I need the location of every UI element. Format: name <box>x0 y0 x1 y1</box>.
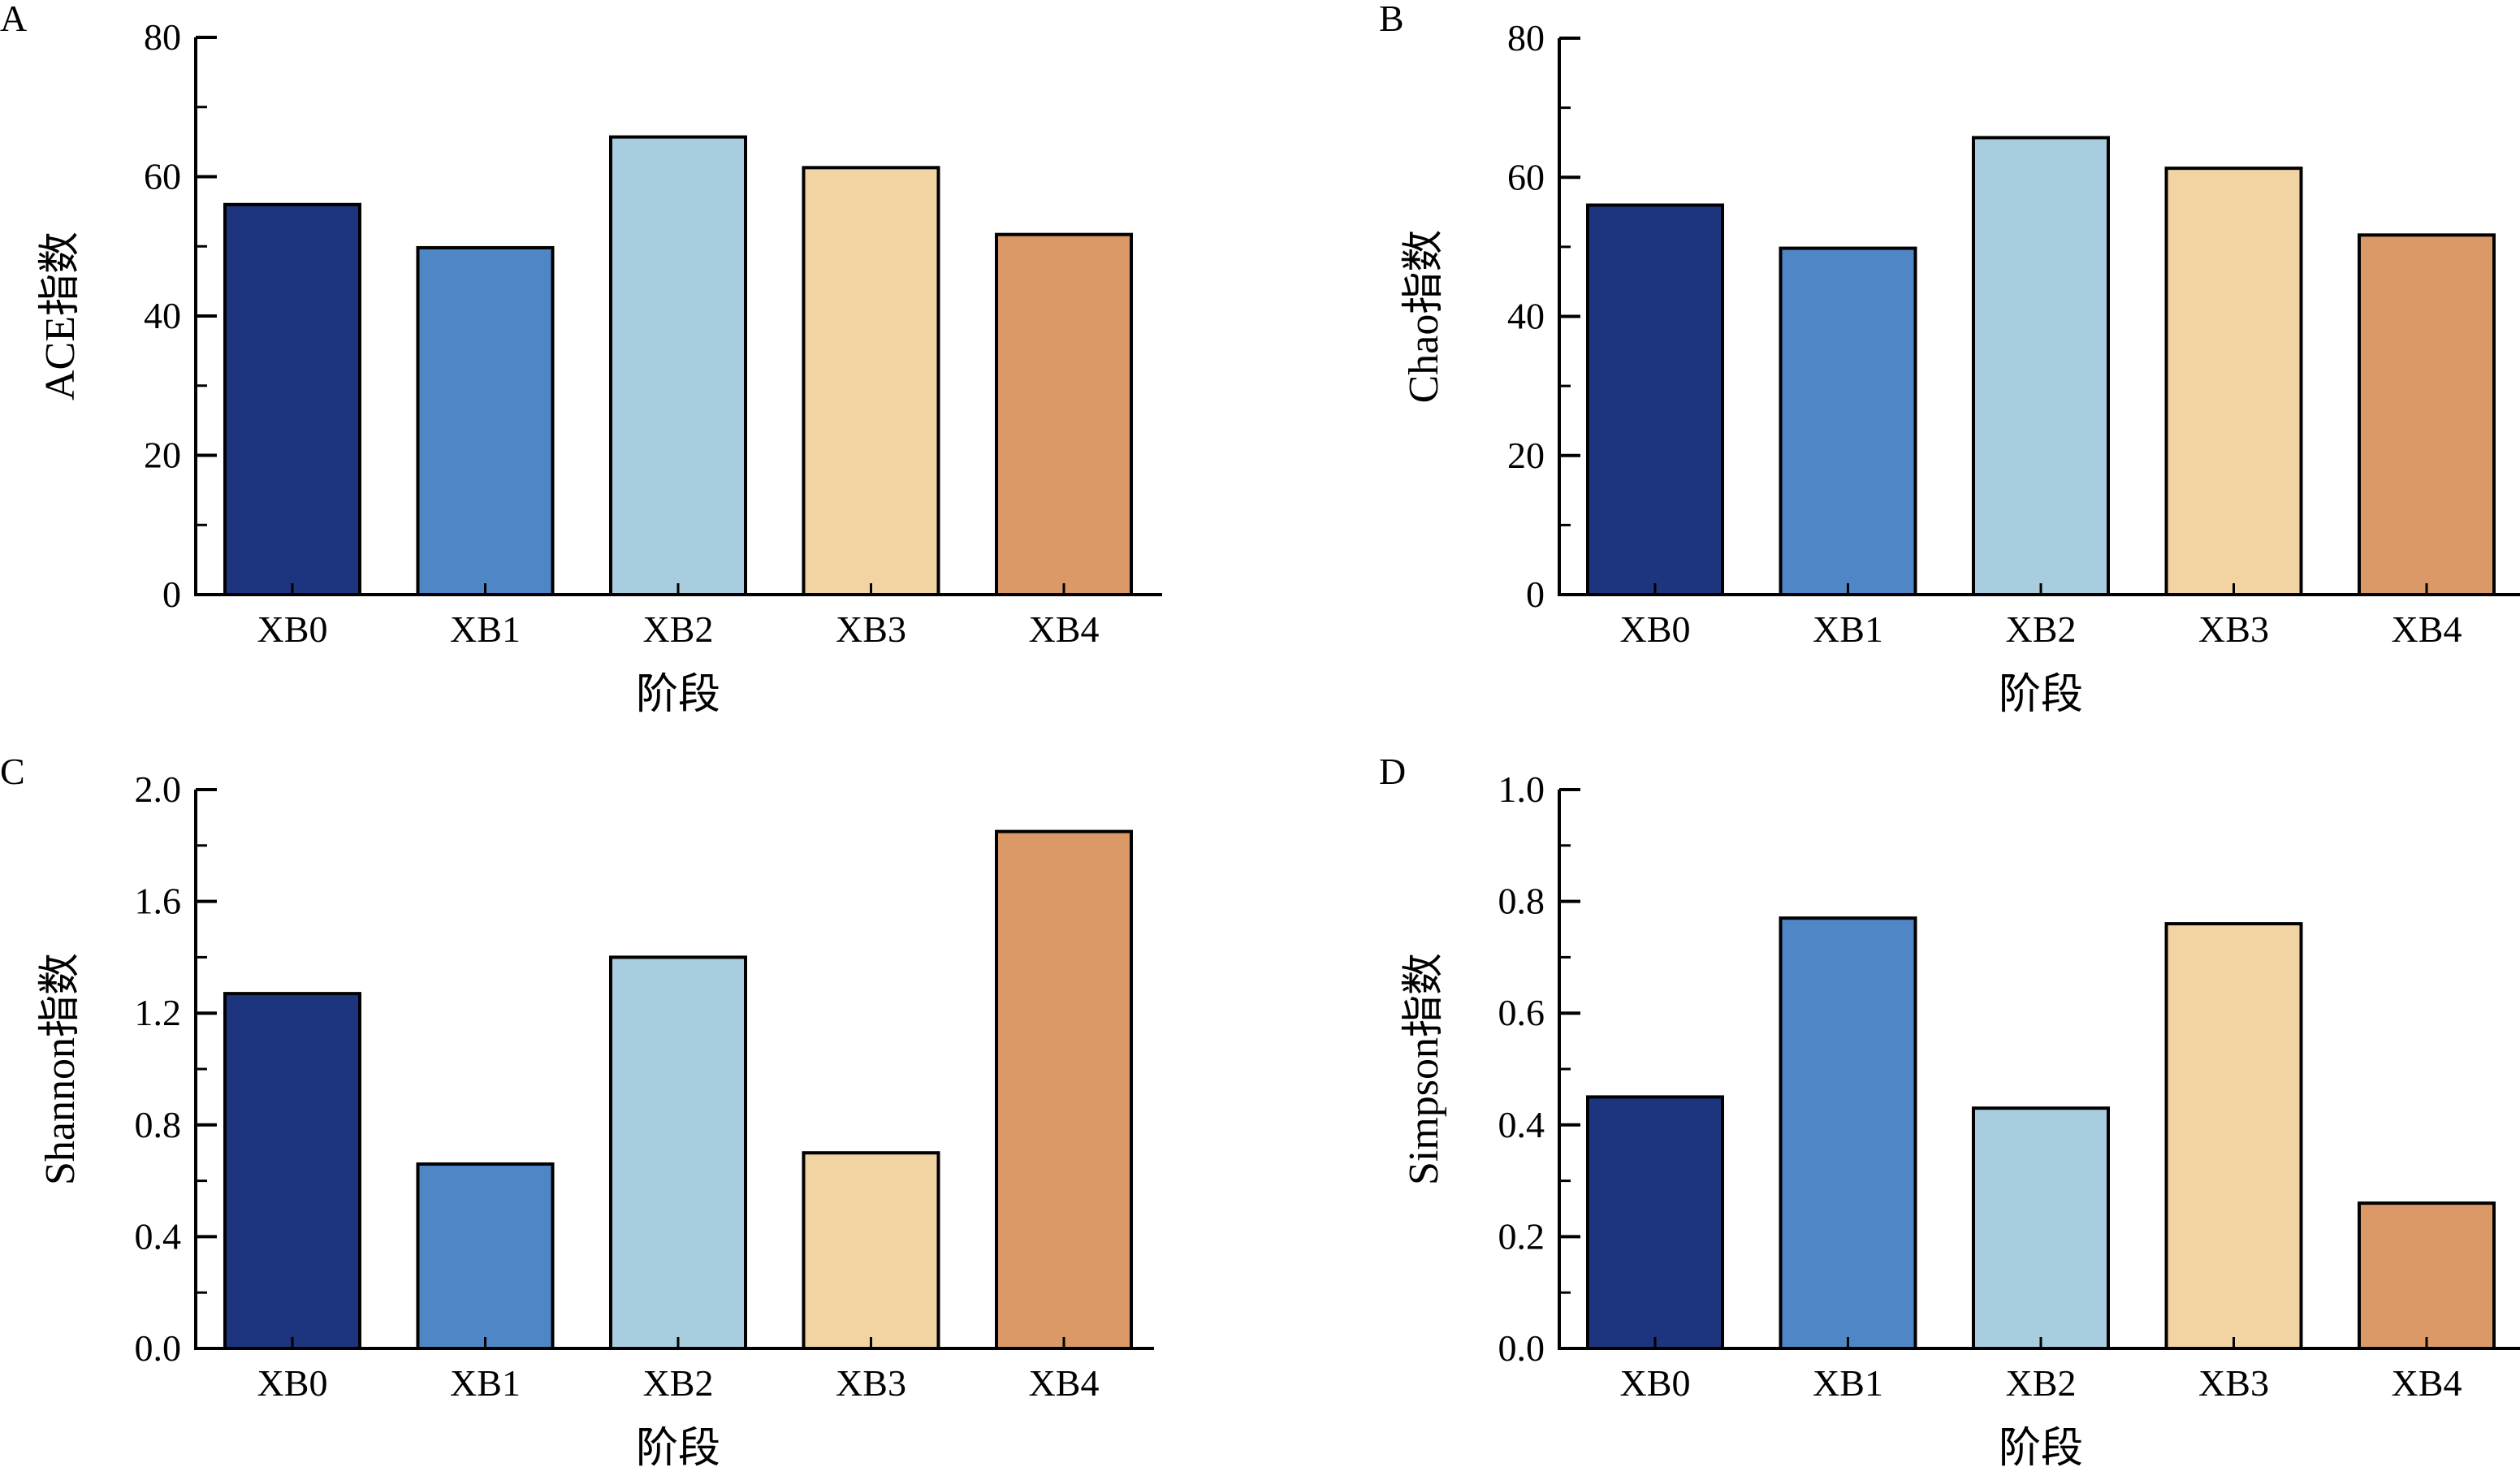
x-tick-label: XB3 <box>836 1362 906 1404</box>
bar-xb0 <box>223 202 361 597</box>
x-axis-label: 阶段 <box>636 672 720 718</box>
y-tick-label: 0.8 <box>1498 881 1545 922</box>
x-tick-label: XB1 <box>1813 1362 1883 1404</box>
y-tick-label: 2.0 <box>135 768 182 810</box>
x-axis-label: 阶段 <box>636 1426 720 1472</box>
y-tick-label: 0.0 <box>1498 1327 1545 1369</box>
x-tick-label: XB0 <box>257 1362 328 1404</box>
y-tick-label: 0 <box>162 574 181 615</box>
panel-b: B XB0 XB1 XB2 XB3 XB4 0 20 40 60 80 阶段 Chao指数 <box>1379 0 2520 718</box>
panel-letter: C <box>0 751 25 792</box>
y-tick-label: 60 <box>1507 156 1545 197</box>
x-tick-label: XB2 <box>643 608 714 650</box>
x-tick-label: XB3 <box>2198 608 2269 650</box>
bar-xb1 <box>416 245 555 596</box>
bar-xb4 <box>995 829 1133 1350</box>
y-tick-label: 0.4 <box>1498 1104 1545 1145</box>
bar-xb0 <box>1586 1095 1724 1351</box>
y-tick-label: 20 <box>144 435 181 476</box>
x-tick-label: XB2 <box>2006 608 2077 650</box>
bar-xb2 <box>1972 136 2110 597</box>
panel-letter: A <box>0 0 27 39</box>
x-tick-label: XB0 <box>1620 608 1691 650</box>
bar-xb1 <box>1779 916 1917 1350</box>
bar-xb2 <box>609 135 747 596</box>
panel-letter: D <box>1379 751 1406 792</box>
y-tick-label: 0.4 <box>135 1215 182 1257</box>
x-tick-label: XB1 <box>450 1362 521 1404</box>
bar-xb4 <box>995 232 1133 596</box>
bar-xb2 <box>609 955 747 1351</box>
bar-xb3 <box>802 166 940 597</box>
x-tick-label: XB4 <box>2392 1362 2462 1404</box>
y-axis-label: Shannon指数 <box>37 953 84 1185</box>
bar-xb1 <box>1779 246 1917 596</box>
x-tick-label: XB0 <box>257 608 328 650</box>
y-tick-label: 80 <box>144 16 181 58</box>
y-tick-label: 0.8 <box>135 1104 182 1145</box>
y-tick-label: 1.0 <box>1498 768 1545 810</box>
y-tick-label: 0.0 <box>135 1327 182 1369</box>
x-tick-label: XB0 <box>1620 1362 1691 1404</box>
y-tick-label: 80 <box>1507 17 1545 58</box>
y-tick-label: 0 <box>1526 574 1545 615</box>
x-axis-label: 阶段 <box>1999 672 2083 718</box>
panel-letter: B <box>1379 0 1404 39</box>
x-tick-label: XB4 <box>2392 608 2462 650</box>
x-tick-label: XB2 <box>643 1362 714 1404</box>
y-tick-label: 1.6 <box>135 881 182 922</box>
bar-xb3 <box>802 1151 940 1350</box>
x-tick-label: XB3 <box>836 608 906 650</box>
y-axis-label: Simpson指数 <box>1401 953 1447 1185</box>
y-tick-label: 0.6 <box>1498 992 1545 1033</box>
panel-c: C XB0 XB1 XB2 XB3 XB4 0.0 0.4 0.8 1.2 1.6 2.0 阶段 Shan… <box>0 751 1154 1472</box>
panel-a: A XB0 XB1 XB2 XB3 XB4 0 20 40 60 80 阶段 ACE指数 <box>0 0 1162 718</box>
bar-xb1 <box>416 1162 555 1350</box>
y-tick-label: 1.2 <box>135 992 182 1033</box>
bar-xb4 <box>2358 233 2496 596</box>
x-tick-label: XB2 <box>2006 1362 2077 1404</box>
y-tick-label: 40 <box>1507 296 1545 337</box>
x-tick-label: XB1 <box>1813 608 1883 650</box>
x-tick-label: XB1 <box>450 608 521 650</box>
x-tick-label: XB4 <box>1029 1362 1100 1404</box>
x-axis-label: 阶段 <box>1999 1426 2083 1472</box>
bar-xb3 <box>2164 922 2303 1350</box>
y-tick-label: 0.2 <box>1498 1215 1545 1257</box>
x-tick-label: XB3 <box>2198 1362 2269 1404</box>
y-axis-label: Chao指数 <box>1401 230 1447 404</box>
y-tick-label: 60 <box>144 156 181 197</box>
bar-xb0 <box>1586 203 1724 596</box>
panel-d: D XB0 XB1 XB2 XB3 XB4 0.0 0.2 0.4 0.6 0.8 1.0 阶段 Simp… <box>1379 751 2520 1472</box>
x-tick-label: XB4 <box>1029 608 1100 650</box>
y-tick-label: 20 <box>1507 435 1545 476</box>
bar-xb4 <box>2358 1201 2496 1350</box>
bar-xb0 <box>223 992 361 1350</box>
y-axis-label: ACE指数 <box>37 232 84 400</box>
bar-xb3 <box>2164 167 2303 596</box>
bar-xb2 <box>1972 1106 2110 1351</box>
y-tick-label: 40 <box>144 295 181 336</box>
